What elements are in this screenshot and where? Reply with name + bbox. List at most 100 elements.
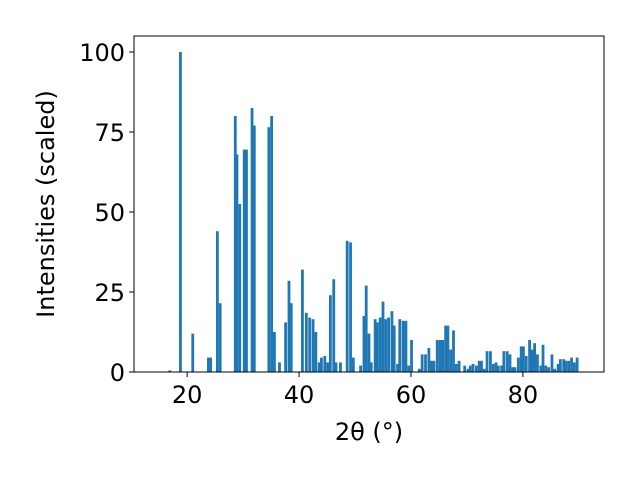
bar (233, 116, 237, 372)
bar (351, 357, 355, 372)
bar (168, 370, 172, 372)
bar (387, 317, 390, 372)
bar (562, 359, 566, 372)
bar (328, 295, 332, 372)
x-tick-label: 20 (172, 381, 203, 409)
bar (575, 357, 579, 372)
bar (245, 149, 248, 372)
bar (454, 364, 458, 372)
bar (301, 269, 304, 372)
bar (326, 362, 329, 372)
bar (438, 340, 442, 372)
bar (317, 362, 321, 372)
bar (496, 365, 500, 372)
bar (452, 330, 455, 372)
bar (287, 280, 291, 372)
y-tick-label: 75 (94, 119, 125, 147)
bar (567, 360, 571, 372)
bar (267, 127, 271, 372)
bar (485, 351, 489, 372)
bar (345, 240, 349, 372)
bar (511, 367, 515, 372)
x-axis-label: 2θ (°) (335, 418, 403, 446)
bar (491, 364, 495, 372)
bar (513, 367, 517, 372)
bar (427, 348, 431, 372)
bar (441, 340, 445, 372)
bar (420, 354, 424, 372)
bar (250, 108, 254, 372)
bar (475, 365, 478, 372)
bar (480, 360, 483, 372)
bar (238, 204, 242, 372)
bar (550, 354, 554, 372)
bar (314, 332, 318, 372)
y-tick-label: 50 (94, 199, 125, 227)
bar (375, 322, 379, 372)
bar (471, 364, 475, 372)
bar (457, 360, 461, 372)
bar (533, 343, 537, 372)
bar (311, 319, 315, 372)
bar (252, 125, 256, 372)
bar (401, 320, 405, 372)
bar (477, 360, 481, 372)
bar (398, 319, 402, 372)
bar (364, 285, 368, 372)
bar (468, 365, 472, 372)
bar (417, 368, 421, 372)
bar (308, 317, 312, 372)
bar (369, 362, 373, 372)
bar (362, 316, 366, 372)
bar (539, 365, 543, 372)
bar (215, 231, 219, 372)
bar (378, 317, 382, 372)
bar (179, 52, 182, 372)
bar (304, 312, 308, 372)
axes-frame (133, 35, 605, 373)
bar (547, 367, 551, 372)
bar (530, 349, 534, 372)
bar (332, 279, 336, 372)
bar (482, 368, 486, 372)
bar (522, 346, 525, 372)
bar (432, 360, 436, 372)
bar (519, 346, 523, 372)
bar (367, 333, 371, 372)
bar (424, 354, 427, 372)
y-axis-ticks: 0 25 50 75 100 (79, 39, 134, 387)
bar (446, 325, 450, 372)
bar (392, 325, 396, 372)
bar (218, 303, 222, 372)
bar (209, 357, 213, 372)
bar (570, 357, 573, 372)
bar (544, 365, 548, 372)
bar (235, 154, 239, 372)
bar (429, 360, 433, 372)
bar (553, 368, 557, 372)
bar (191, 333, 195, 372)
bar (466, 368, 470, 372)
bar (463, 365, 467, 372)
bar (242, 149, 246, 372)
bar (536, 354, 539, 372)
bar (349, 242, 352, 372)
bar (381, 301, 385, 372)
bar (516, 357, 520, 372)
bar (334, 362, 338, 372)
bar (541, 344, 545, 372)
bar (373, 319, 377, 372)
bar (289, 303, 293, 372)
bar (505, 351, 509, 372)
bar (404, 320, 408, 372)
bar (564, 360, 568, 372)
y-tick-label: 25 (94, 279, 125, 307)
bar (284, 322, 288, 372)
bar-series (168, 52, 579, 372)
bar (556, 364, 560, 372)
bar (502, 351, 506, 372)
bar (273, 332, 276, 372)
bar (270, 116, 274, 372)
